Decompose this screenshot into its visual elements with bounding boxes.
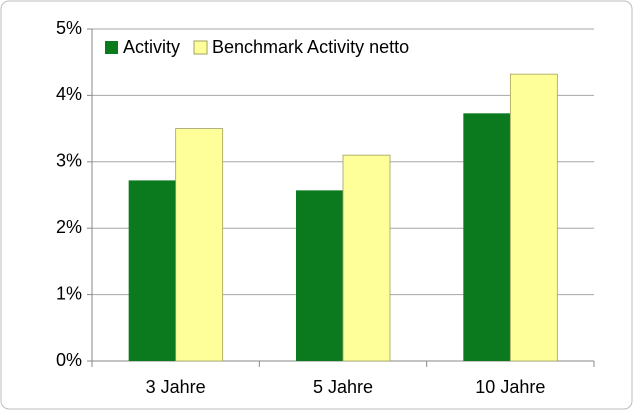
y-tick-label: 1% — [56, 283, 82, 303]
bar — [509, 73, 558, 362]
bar — [463, 113, 511, 361]
bar — [342, 154, 391, 362]
x-tick-label: 5 Jahre — [313, 377, 373, 397]
y-tick-label: 0% — [56, 350, 82, 370]
x-tick-label: 3 Jahre — [146, 377, 206, 397]
legend-label: Benchmark Activity netto — [212, 37, 409, 57]
bar — [128, 180, 176, 361]
x-tick-label: 10 Jahre — [475, 377, 545, 397]
legend-label: Activity — [123, 37, 180, 57]
y-tick-label: 5% — [56, 18, 82, 38]
y-tick-label: 4% — [56, 84, 82, 104]
legend-swatch — [193, 40, 208, 55]
bar — [175, 128, 224, 362]
y-tick-label: 3% — [56, 151, 82, 171]
legend-swatch — [105, 41, 118, 54]
bar — [296, 190, 343, 361]
y-tick-label: 2% — [56, 217, 82, 237]
